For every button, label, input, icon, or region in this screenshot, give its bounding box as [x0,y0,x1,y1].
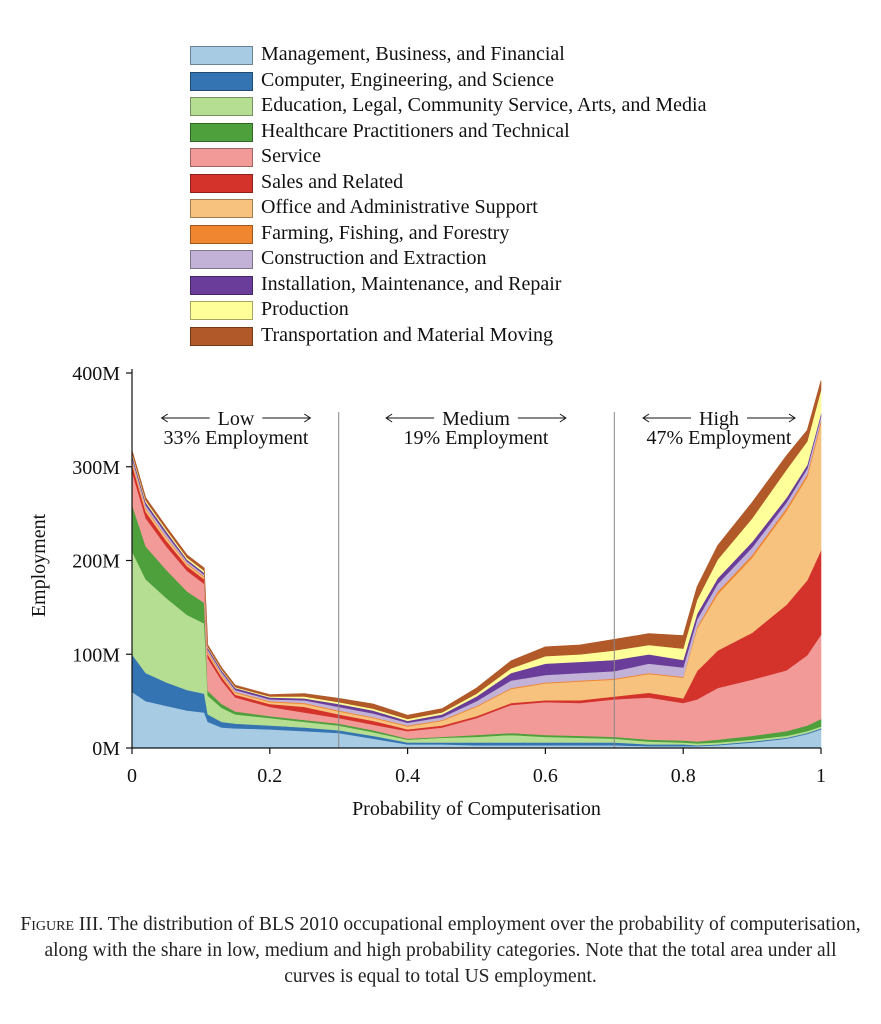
region-name: High [699,408,739,430]
arrowhead-right [304,413,312,423]
legend-item-installation-maintenance-and-repair: Installation, Maintenance, and Repair [190,272,810,298]
legend-item-service: Service [190,144,810,170]
caption-us: US [464,966,490,987]
legend-item-sales-and-related: Sales and Related [190,170,810,196]
y-tick-label: 400M [72,363,120,385]
legend-item-management-business-and-financial: Management, Business, and Financial [190,42,810,68]
legend-swatch [190,46,253,65]
region-share: 33% Employment [164,427,309,449]
arrowhead-left [385,413,393,423]
region-share: 47% Employment [647,427,792,449]
arrowhead-right [559,413,567,423]
y-tick-label: 300M [72,457,120,479]
legend-swatch [190,71,253,91]
legend: Management, Business, and Financial Compu… [190,42,810,348]
arrowhead-left [160,413,168,423]
region-name: Low [218,408,255,430]
legend-label: Construction and Extraction [261,247,487,269]
region-name: Medium [442,408,510,430]
legend-label: Transportation and Material Moving [261,323,554,346]
area-transportation-and-material-moving [131,380,822,720]
legend-swatch [190,326,253,346]
caption-figure-label: Figure III. [20,914,104,935]
legend-label: Service [261,145,321,167]
legend-swatch [190,122,253,142]
x-tick-label: 0 [127,765,137,787]
legend-label: Sales and Related [261,170,404,193]
legend-label: Management, Business, and Financial [261,43,565,65]
legend-swatch [190,148,253,167]
caption-text-2: 2010 occupational employment over the pr… [44,914,861,987]
x-tick-label: 0.4 [395,765,420,787]
x-tick-label: 0.2 [257,765,282,787]
caption-text-1: The distribution of [103,914,259,935]
y-axis-label: Employment [28,513,50,617]
legend-item-transportation-and-material-moving: Transportation and Material Moving [190,323,810,349]
y-tick-label: 0M [92,738,120,760]
x-tick-label: 0.8 [671,765,696,787]
legend-item-construction-and-extraction: Construction and Extraction [190,246,810,272]
legend-item-computer-engineering-and-science: Computer, Engineering, and Science [190,68,810,94]
legend-swatch [190,97,253,116]
legend-item-production: Production [190,297,810,323]
legend-item-healthcare-practitioners-and-technical: Healthcare Practitioners and Technical [190,119,810,145]
area-layers [131,380,822,749]
legend-label: Farming, Fishing, and Forestry [261,221,510,244]
legend-item-education-legal-community-service-arts-and-media: Education, Legal, Community Service, Art… [190,93,810,119]
legend-label: Production [261,298,349,320]
y-tick-label: 100M [72,644,120,666]
legend-swatch [190,301,253,320]
x-tick-label: 1 [816,765,826,787]
legend-item-office-and-administrative-support: Office and Administrative Support [190,195,810,221]
figure-caption: Figure III. The distribution of BLS 2010… [20,912,861,990]
x-axis-label: Probability of Computerisation [352,798,601,820]
region-share: 19% Employment [404,427,549,449]
legend-label: Office and Administrative Support [261,196,538,218]
legend-swatch [190,224,253,244]
legend-label: Education, Legal, Community Service, Art… [261,94,707,116]
arrowhead-right [788,413,796,423]
stacked-area-chart: 0M 100M 200M 300M 400M 0 0.2 0.4 0.6 0.8 1 Probabil… [28,363,826,820]
legend-swatch [190,250,253,269]
x-tick-label: 0.6 [533,765,558,787]
legend-label: Computer, Engineering, and Science [261,68,554,91]
y-tick-label: 200M [72,551,120,573]
caption-text-3: employment. [489,966,597,987]
legend-swatch [190,199,253,218]
legend-swatch [190,173,253,193]
legend-label: Installation, Maintenance, and Repair [261,272,562,295]
legend-item-farming-fishing-and-forestry: Farming, Fishing, and Forestry [190,221,810,247]
legend-swatch [190,275,253,295]
arrowhead-left [642,413,650,423]
legend-label: Healthcare Practitioners and Technical [261,119,570,142]
caption-bls: BLS [258,914,295,935]
